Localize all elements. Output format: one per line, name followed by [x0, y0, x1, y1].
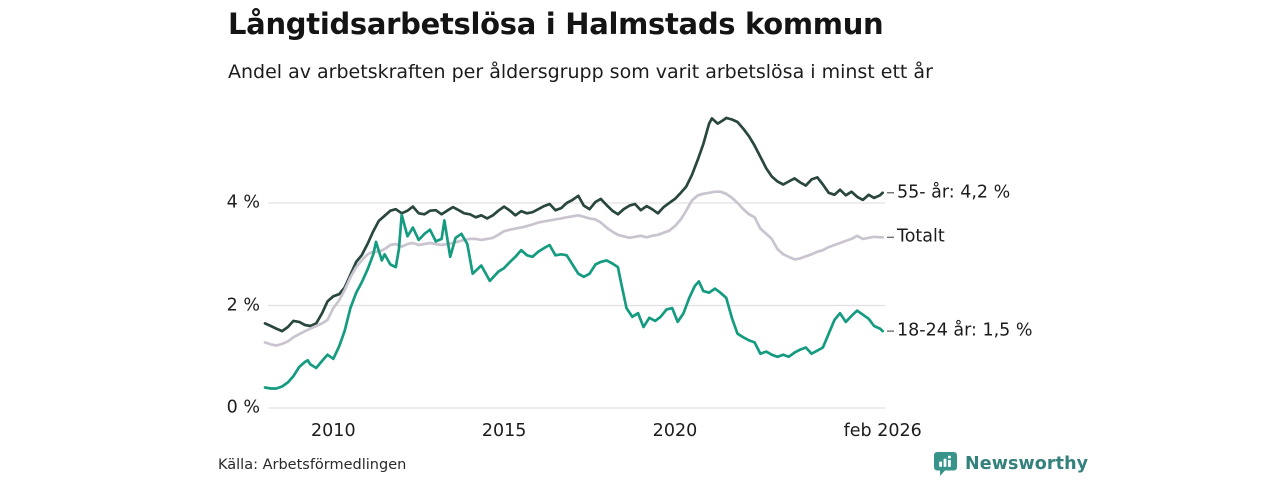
series-annotation-label: 55- år: 4,2 % [897, 182, 1011, 203]
series-annotation-label: Totalt [897, 226, 945, 247]
page-title: Långtidsarbetslösa i Halmstads kommun [228, 7, 884, 41]
x-axis-tick-label: 2015 [481, 421, 527, 441]
newsworthy-logo: Newsworthy [933, 451, 1088, 477]
x-axis-tick-label: 2020 [652, 421, 698, 441]
x-axis-tick-label: 2010 [311, 421, 356, 441]
series-line-18-24-r [263, 213, 885, 390]
source-caption: Källa: Arbetsförmedlingen [218, 457, 407, 473]
y-axis-tick-label: 4 % [226, 192, 260, 213]
brand-name: Newsworthy [965, 454, 1089, 474]
bar-chart-bubble-icon [934, 452, 957, 476]
series-line-totalt [263, 190, 885, 347]
series-annotation-label: 18-24 år: 1,5 % [897, 320, 1033, 341]
x-axis-tick-label: feb 2026 [843, 421, 922, 441]
y-axis-tick-label: 0 % [226, 397, 260, 418]
chart-subtitle: Andel av arbetskraften per åldersgrupp s… [228, 61, 933, 83]
series-line-55-r [263, 116, 885, 333]
y-axis-tick-label: 2 % [226, 295, 260, 316]
